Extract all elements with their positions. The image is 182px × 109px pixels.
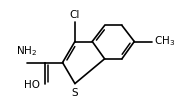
Text: NH$_2$: NH$_2$	[16, 44, 37, 58]
Text: Cl: Cl	[70, 10, 80, 20]
Text: S: S	[72, 88, 78, 98]
Text: CH$_3$: CH$_3$	[154, 35, 175, 48]
Text: HO: HO	[24, 80, 40, 90]
